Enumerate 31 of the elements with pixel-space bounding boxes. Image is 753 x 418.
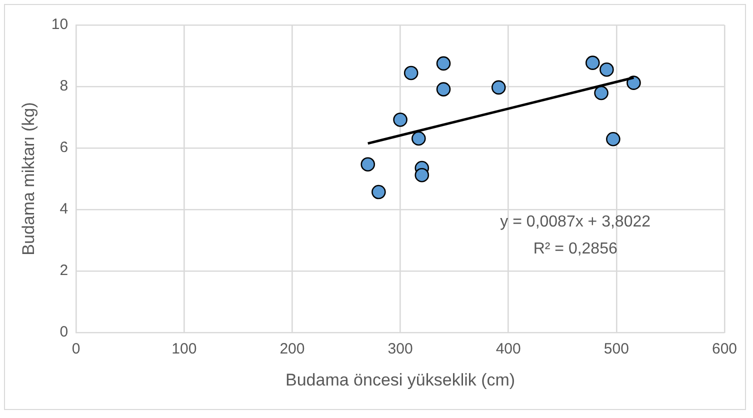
y-tick-label: 2 — [60, 262, 68, 280]
annotation: R² = 0,2856 — [533, 240, 618, 258]
point — [393, 112, 408, 127]
y-tick-label: 6 — [60, 139, 68, 156]
x-tick-label: 300 — [388, 340, 413, 358]
x-tick-label: 400 — [496, 340, 521, 358]
point — [404, 66, 418, 80]
y-axis-title: Budama miktarı (kg) — [18, 102, 38, 256]
point — [491, 80, 506, 95]
point — [594, 86, 608, 100]
point — [372, 184, 386, 200]
x-tick-label: 600 — [712, 340, 737, 358]
point — [585, 56, 600, 70]
x-tick-label: 0 — [72, 340, 80, 358]
x-tick-label: 100 — [172, 340, 197, 358]
x-tick-label: 500 — [604, 340, 629, 358]
y-tick-label: 8 — [60, 78, 68, 95]
y-tick-label: 4 — [60, 200, 68, 218]
point — [414, 168, 430, 182]
y-tick-label: 0 — [60, 324, 68, 341]
point — [600, 62, 614, 77]
point — [360, 157, 376, 172]
point — [626, 76, 641, 90]
x-tick-label: 200 — [280, 340, 305, 358]
y-tick-label: 10 — [51, 16, 68, 34]
annotation: y = 0,0087x + 3,8022 — [500, 213, 651, 230]
x-axis-title: Budama öncesi yükseklik (cm) — [285, 370, 516, 390]
point — [412, 131, 426, 146]
point — [606, 132, 620, 146]
point — [436, 56, 451, 71]
point — [436, 82, 451, 96]
